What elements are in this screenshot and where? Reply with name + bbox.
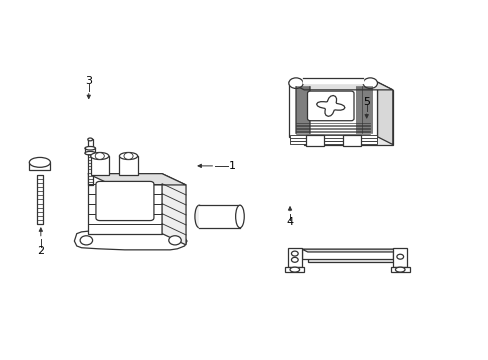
- Polygon shape: [88, 174, 185, 185]
- Polygon shape: [162, 174, 185, 245]
- Bar: [289, 141, 376, 144]
- Polygon shape: [119, 156, 137, 175]
- Polygon shape: [288, 82, 392, 90]
- Ellipse shape: [29, 157, 50, 167]
- Bar: [289, 138, 376, 141]
- Polygon shape: [29, 162, 50, 170]
- Ellipse shape: [289, 267, 299, 272]
- Polygon shape: [307, 252, 398, 262]
- Polygon shape: [302, 249, 392, 259]
- Circle shape: [363, 78, 377, 89]
- Ellipse shape: [85, 152, 95, 155]
- Polygon shape: [316, 95, 344, 116]
- Polygon shape: [88, 174, 162, 234]
- Polygon shape: [74, 230, 186, 250]
- Polygon shape: [288, 82, 377, 137]
- Ellipse shape: [88, 138, 92, 141]
- Polygon shape: [302, 249, 398, 252]
- Ellipse shape: [119, 153, 137, 159]
- Circle shape: [291, 251, 298, 256]
- Ellipse shape: [235, 205, 244, 228]
- Circle shape: [80, 236, 92, 245]
- Text: 1: 1: [228, 161, 236, 171]
- FancyBboxPatch shape: [96, 181, 154, 221]
- Circle shape: [291, 257, 298, 262]
- Text: 4: 4: [286, 217, 293, 227]
- Polygon shape: [392, 248, 407, 267]
- Polygon shape: [304, 90, 392, 145]
- Polygon shape: [90, 156, 109, 175]
- Circle shape: [396, 254, 403, 259]
- Polygon shape: [377, 82, 392, 145]
- Circle shape: [124, 153, 133, 159]
- Polygon shape: [287, 248, 302, 267]
- Circle shape: [168, 236, 181, 245]
- Polygon shape: [199, 205, 240, 228]
- Ellipse shape: [195, 205, 203, 228]
- Bar: [88, 139, 92, 148]
- Ellipse shape: [90, 153, 109, 159]
- Bar: [289, 135, 376, 139]
- Bar: [37, 175, 43, 224]
- Bar: [342, 135, 360, 145]
- Polygon shape: [390, 267, 409, 273]
- Text: 2: 2: [37, 246, 44, 256]
- Text: 3: 3: [85, 76, 92, 86]
- Bar: [305, 135, 323, 145]
- Circle shape: [95, 153, 104, 159]
- Ellipse shape: [395, 267, 404, 272]
- Polygon shape: [303, 78, 363, 83]
- Ellipse shape: [85, 147, 95, 150]
- Polygon shape: [285, 267, 304, 273]
- FancyBboxPatch shape: [307, 91, 353, 121]
- Bar: [87, 154, 93, 185]
- Text: 5: 5: [363, 98, 369, 107]
- Circle shape: [288, 78, 303, 89]
